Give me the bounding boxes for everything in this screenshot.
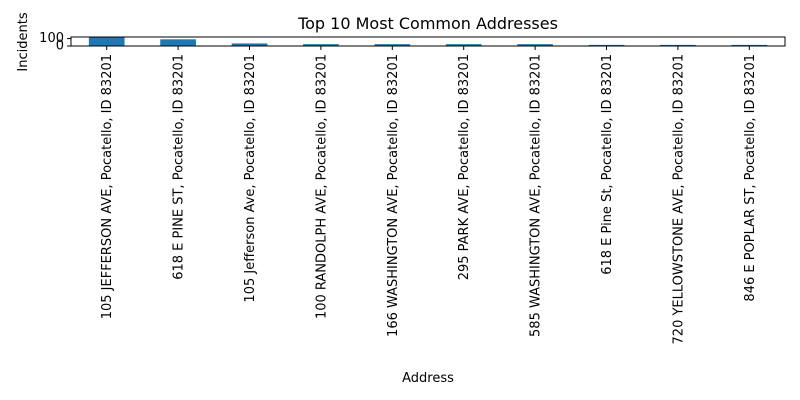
- x-tick-label: 105 JEFFERSON AVE, Pocatello, ID 83201: [100, 54, 115, 319]
- bar: [160, 39, 196, 46]
- bar: [660, 44, 696, 46]
- chart-title: Top 10 Most Common Addresses: [297, 14, 558, 33]
- bar: [88, 37, 125, 46]
- bar: [374, 44, 411, 46]
- bar: [231, 43, 268, 46]
- bar: [731, 44, 768, 46]
- x-tick-label: 720 YELLOWSTONE AVE, Pocatello, ID 83201: [671, 54, 686, 344]
- bar: [588, 44, 625, 46]
- x-tick-label: 166 WASHINGTON AVE, Pocatello, ID 83201: [386, 54, 401, 337]
- bar-group: [88, 37, 768, 46]
- x-tick-label: 618 E Pine St, Pocatello, ID 83201: [600, 54, 615, 275]
- bar: [517, 44, 553, 46]
- bar: [445, 44, 482, 46]
- x-tick-label: 585 WASHINGTON AVE, Pocatello, ID 83201: [529, 54, 544, 337]
- y-tick-label: 100: [39, 31, 64, 46]
- y-tick-label: 0: [56, 39, 64, 54]
- tick-group: 105 JEFFERSON AVE, Pocatello, ID 83201 61…: [39, 31, 758, 344]
- plot-frame: [70, 36, 786, 47]
- x-tick-label: 100 RANDOLPH AVE, Pocatello, ID 83201: [314, 54, 329, 319]
- x-tick-label: 618 E PINE ST, Pocatello, ID 83201: [172, 54, 187, 280]
- x-tick-label: 846 E POPLAR ST, Pocatello, ID 83201: [743, 54, 758, 302]
- x-tick-label: 295 PARK AVE, Pocatello, ID 83201: [457, 54, 472, 280]
- bar: [303, 44, 339, 46]
- x-tick-label: 105 Jefferson Ave, Pocatello, ID 83201: [243, 54, 258, 303]
- x-axis-label: Address: [402, 371, 454, 386]
- y-axis-label: Incidents: [16, 12, 31, 71]
